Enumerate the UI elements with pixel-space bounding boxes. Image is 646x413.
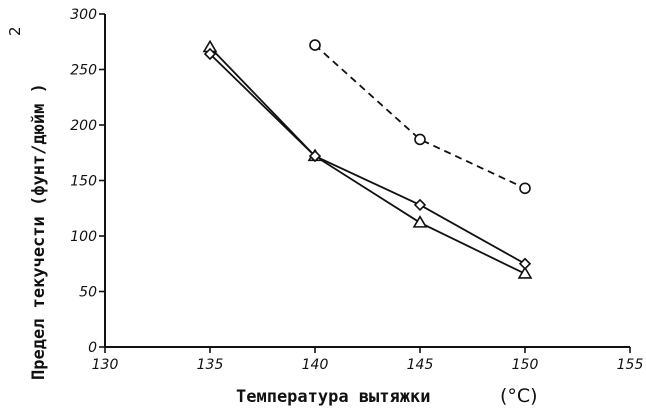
series-line <box>315 45 525 188</box>
y-tick-label: 200 <box>70 118 97 134</box>
y-tick-label: 150 <box>70 174 97 190</box>
x-tick-label: 140 <box>302 357 329 373</box>
data-point-circle <box>520 183 530 193</box>
data-point-circle <box>310 40 320 50</box>
series <box>204 40 531 278</box>
y-axis-title: Предел текучести (фунт/дюйм ) <box>29 83 49 380</box>
x-tick-label: 150 <box>512 357 539 373</box>
x-axis-unit: (°C) <box>500 385 538 407</box>
data-point-circle <box>415 134 425 144</box>
series-diamond <box>205 49 530 269</box>
y-tick-label: 300 <box>70 7 97 23</box>
x-axis-title: Температура вытяжки <box>236 387 430 407</box>
x-tick-label: 155 <box>617 357 644 373</box>
y-tick-label: 250 <box>70 63 97 79</box>
y-tick-label: 100 <box>70 229 97 245</box>
series-triangle <box>204 41 531 278</box>
x-tick-label: 130 <box>92 357 119 373</box>
x-tick-label: 135 <box>197 357 224 373</box>
tick-labels: 130 135 140 145 150 155 0 50 100 150 200 250 300 <box>70 7 643 373</box>
data-point-triangle <box>414 217 426 227</box>
data-point-diamond <box>415 200 425 210</box>
y-tick-label: 0 <box>88 340 97 356</box>
y-axis-title-superscript: 2 <box>6 26 24 36</box>
y-tick-label: 50 <box>79 285 97 301</box>
data-point-diamond <box>520 259 530 269</box>
x-tick-label: 145 <box>407 357 434 373</box>
series-line <box>210 47 525 273</box>
series-circle <box>310 40 530 193</box>
ticks <box>99 14 630 353</box>
series-line <box>210 54 525 264</box>
